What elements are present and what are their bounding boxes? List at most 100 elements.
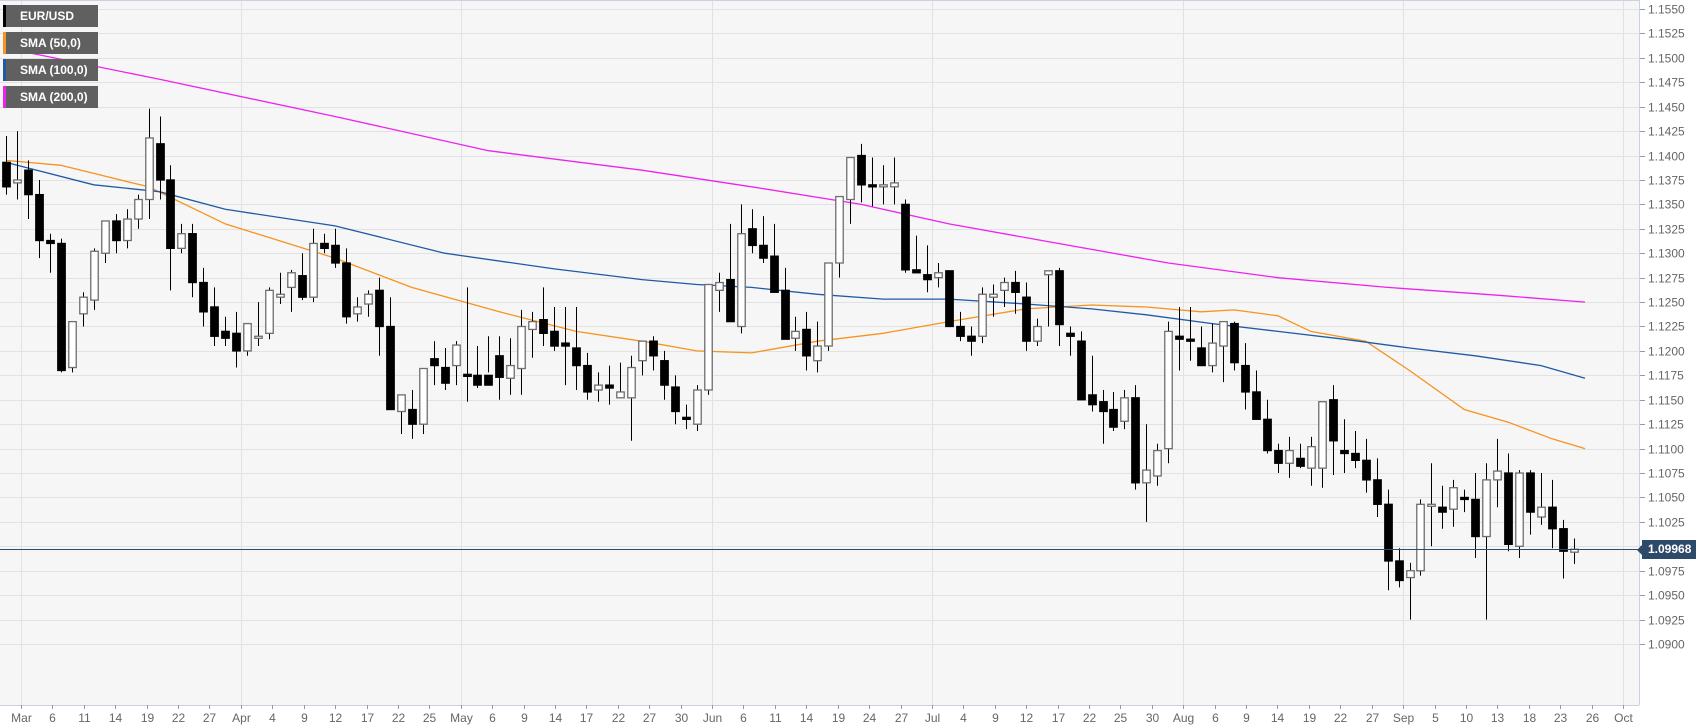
candle-bearish <box>35 193 44 242</box>
candle-bearish <box>473 374 482 386</box>
candle-bearish <box>1230 322 1239 364</box>
x-tick-label: 6 <box>489 711 496 725</box>
x-tick-label: 4 <box>960 711 967 725</box>
candle-bearish <box>1362 459 1371 481</box>
legend-swatch-eurusd <box>3 5 6 27</box>
x-tick-label: 24 <box>863 711 877 725</box>
candle-bullish <box>419 367 428 425</box>
candle-bearish <box>649 340 658 357</box>
candle-bearish <box>463 373 472 378</box>
x-tick-label: Jul <box>925 711 940 725</box>
x-tick-label: 9 <box>301 711 308 725</box>
candle-bearish <box>967 335 976 342</box>
candles <box>2 108 1579 620</box>
x-tick-label: 13 <box>1491 711 1505 725</box>
candle-bearish <box>901 203 910 271</box>
y-tick-label: 1.1275 <box>1648 272 1685 286</box>
candle-bearish <box>956 325 965 337</box>
candle-bearish <box>1197 347 1206 367</box>
candle-bearish <box>726 278 735 323</box>
candle-bullish <box>353 306 362 315</box>
candle-bearish <box>1559 528 1568 552</box>
candle-bearish <box>112 220 121 242</box>
candle-bearish <box>1504 472 1513 546</box>
candle-bullish <box>1515 472 1524 547</box>
y-tick-label: 1.1450 <box>1648 101 1685 115</box>
candle-bearish <box>1526 472 1535 513</box>
y-tick-label: 1.1375 <box>1648 174 1685 188</box>
legend-swatch-sma100 <box>3 59 6 81</box>
legend-swatch-sma200 <box>3 86 6 108</box>
legend-item-sma200[interactable]: SMA (200,0) <box>3 86 98 108</box>
candle-bullish <box>934 272 943 279</box>
legend-item-eurusd[interactable]: EUR/USD <box>3 5 98 27</box>
x-tick-label: Jun <box>703 711 722 725</box>
candle-bearish <box>1077 340 1086 401</box>
sma100-line <box>5 161 1586 379</box>
candle-bullish <box>1537 506 1546 518</box>
candle-bearish <box>1548 506 1557 530</box>
candle-bullish <box>145 137 154 201</box>
x-tick-label: 19 <box>832 711 846 725</box>
candle-bullish <box>276 293 285 298</box>
candle-bullish <box>1120 397 1129 422</box>
candle-bullish <box>594 384 603 391</box>
candle-bearish <box>781 289 790 340</box>
candle-bearish <box>210 306 219 337</box>
candle-bearish <box>1088 394 1097 406</box>
legend-item-sma100[interactable]: SMA (100,0) <box>3 59 98 81</box>
x-tick-label: 14 <box>549 711 563 725</box>
x-tick-label: 27 <box>203 711 217 725</box>
x-tick-label: 23 <box>1554 711 1568 725</box>
y-tick-label: 1.1050 <box>1648 491 1685 505</box>
candle-bearish <box>1351 452 1360 461</box>
candle-bearish <box>1011 281 1020 293</box>
candle-bearish <box>748 228 757 247</box>
candle-bearish <box>342 262 351 318</box>
x-tick-label: 14 <box>109 711 123 725</box>
candle-bearish <box>484 374 493 386</box>
y-tick-label: 1.1125 <box>1648 418 1684 432</box>
legend-label: SMA (200,0) <box>20 90 88 104</box>
x-tick-label: 14 <box>1271 711 1285 725</box>
candle-bullish <box>616 391 625 399</box>
candle-bearish <box>561 342 570 347</box>
candle-bullish <box>1208 342 1217 367</box>
x-tick-label: 17 <box>1052 711 1066 725</box>
y-tick-label: 1.1200 <box>1648 345 1685 359</box>
candle-bearish <box>1263 418 1272 452</box>
x-axis: Mar 6 11 14 19 22 27 Apr 4 9 12 17 22 25 May 6 9 14 17 22 27… <box>11 705 1633 725</box>
legend: EUR/USD SMA (50,0) SMA (100,0) SMA (200,… <box>3 5 98 108</box>
x-tick-label: 11 <box>78 711 91 725</box>
x-tick-label: Apr <box>232 711 251 725</box>
y-tick-label: 1.0900 <box>1648 638 1685 652</box>
candle-bearish <box>1329 399 1338 442</box>
candle-bullish <box>813 345 822 362</box>
candle-bearish <box>868 184 877 188</box>
candle-bullish <box>101 220 110 254</box>
candle-bearish <box>441 366 450 384</box>
y-tick-label: 1.0975 <box>1648 565 1685 579</box>
legend-item-sma50[interactable]: SMA (50,0) <box>3 32 98 54</box>
candle-bearish <box>770 255 779 293</box>
candle-bearish <box>1373 479 1382 505</box>
y-tick-label: 1.1025 <box>1648 516 1685 530</box>
candle-bullish <box>824 262 833 347</box>
x-tick-label: 22 <box>1334 711 1348 725</box>
candle-bullish <box>517 325 526 370</box>
candle-bullish <box>79 296 88 315</box>
x-tick-label: 4 <box>269 711 276 725</box>
x-tick-label: 27 <box>895 711 909 725</box>
x-tick-label: 11 <box>769 711 782 725</box>
candle-bearish <box>166 179 175 249</box>
candle-bearish <box>671 386 680 413</box>
legend-label: EUR/USD <box>20 9 75 23</box>
candle-bullish <box>13 179 22 184</box>
x-tick-label: 22 <box>172 711 186 725</box>
candle-bearish <box>682 416 691 421</box>
candle-bearish <box>539 319 548 334</box>
y-tick-label: 1.1100 <box>1648 443 1684 457</box>
candle-bearish <box>572 347 581 367</box>
candle-bullish <box>1449 487 1458 510</box>
candle-bullish <box>791 330 800 339</box>
